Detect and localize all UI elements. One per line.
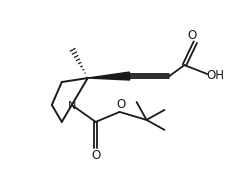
Text: OH: OH	[205, 69, 223, 82]
Text: O: O	[115, 98, 125, 111]
Text: N: N	[67, 101, 76, 111]
Text: O: O	[91, 149, 100, 162]
Polygon shape	[87, 72, 129, 80]
Text: O: O	[187, 29, 196, 42]
